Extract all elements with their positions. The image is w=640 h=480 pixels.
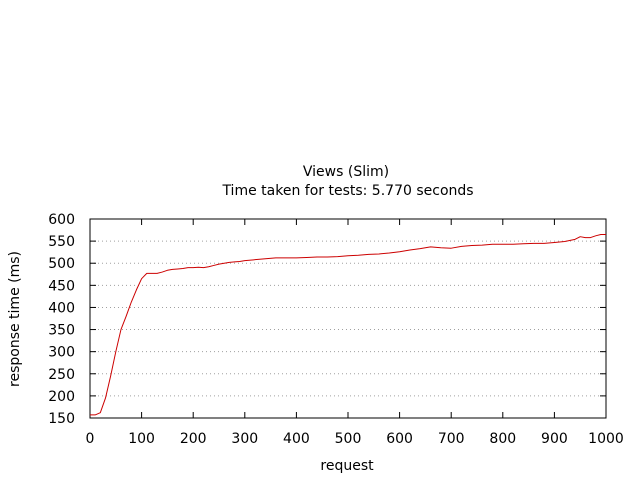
x-tick-label: 700: [438, 431, 465, 447]
y-tick-labels: 150 200 250 300 350 400 450 500 550 600: [48, 212, 75, 427]
x-tick-label: 1000: [588, 431, 624, 447]
chart-title: Views (Slim): [303, 164, 389, 180]
y-tick-label: 250: [48, 367, 75, 383]
x-tick-label: 100: [128, 431, 155, 447]
x-tick-label: 400: [283, 431, 310, 447]
y-tick-label: 150: [48, 411, 75, 427]
y-tick-label: 400: [48, 300, 75, 316]
series-layer: [90, 233, 606, 416]
x-axis-label: request: [320, 458, 374, 474]
y-tick-label: 300: [48, 345, 75, 361]
y-axis-label: response time (ms): [7, 251, 23, 387]
y-tick-label: 500: [48, 256, 75, 272]
y-tick-label: 550: [48, 234, 75, 250]
axis-ticks: [89, 218, 607, 419]
y-tick-label: 350: [48, 323, 75, 339]
x-tick-label: 200: [180, 431, 207, 447]
x-tick-label: 600: [386, 431, 413, 447]
y-tick-label: 600: [48, 212, 75, 228]
x-tick-labels: 0 100 200 300 400 500 600 700 800 900 1000: [86, 431, 624, 447]
plot-area-frame: [89, 218, 607, 419]
y-tick-label: 450: [48, 278, 75, 294]
y-tick-label: 200: [48, 389, 75, 405]
x-tick-label: 0: [86, 431, 95, 447]
x-tick-label: 900: [541, 431, 568, 447]
x-tick-label: 800: [489, 431, 516, 447]
series-line-0: [90, 233, 606, 416]
x-tick-label: 500: [335, 431, 362, 447]
x-tick-label: 300: [231, 431, 258, 447]
chart-subtitle: Time taken for tests: 5.770 seconds: [221, 183, 473, 199]
grid-lines: [90, 240, 606, 397]
